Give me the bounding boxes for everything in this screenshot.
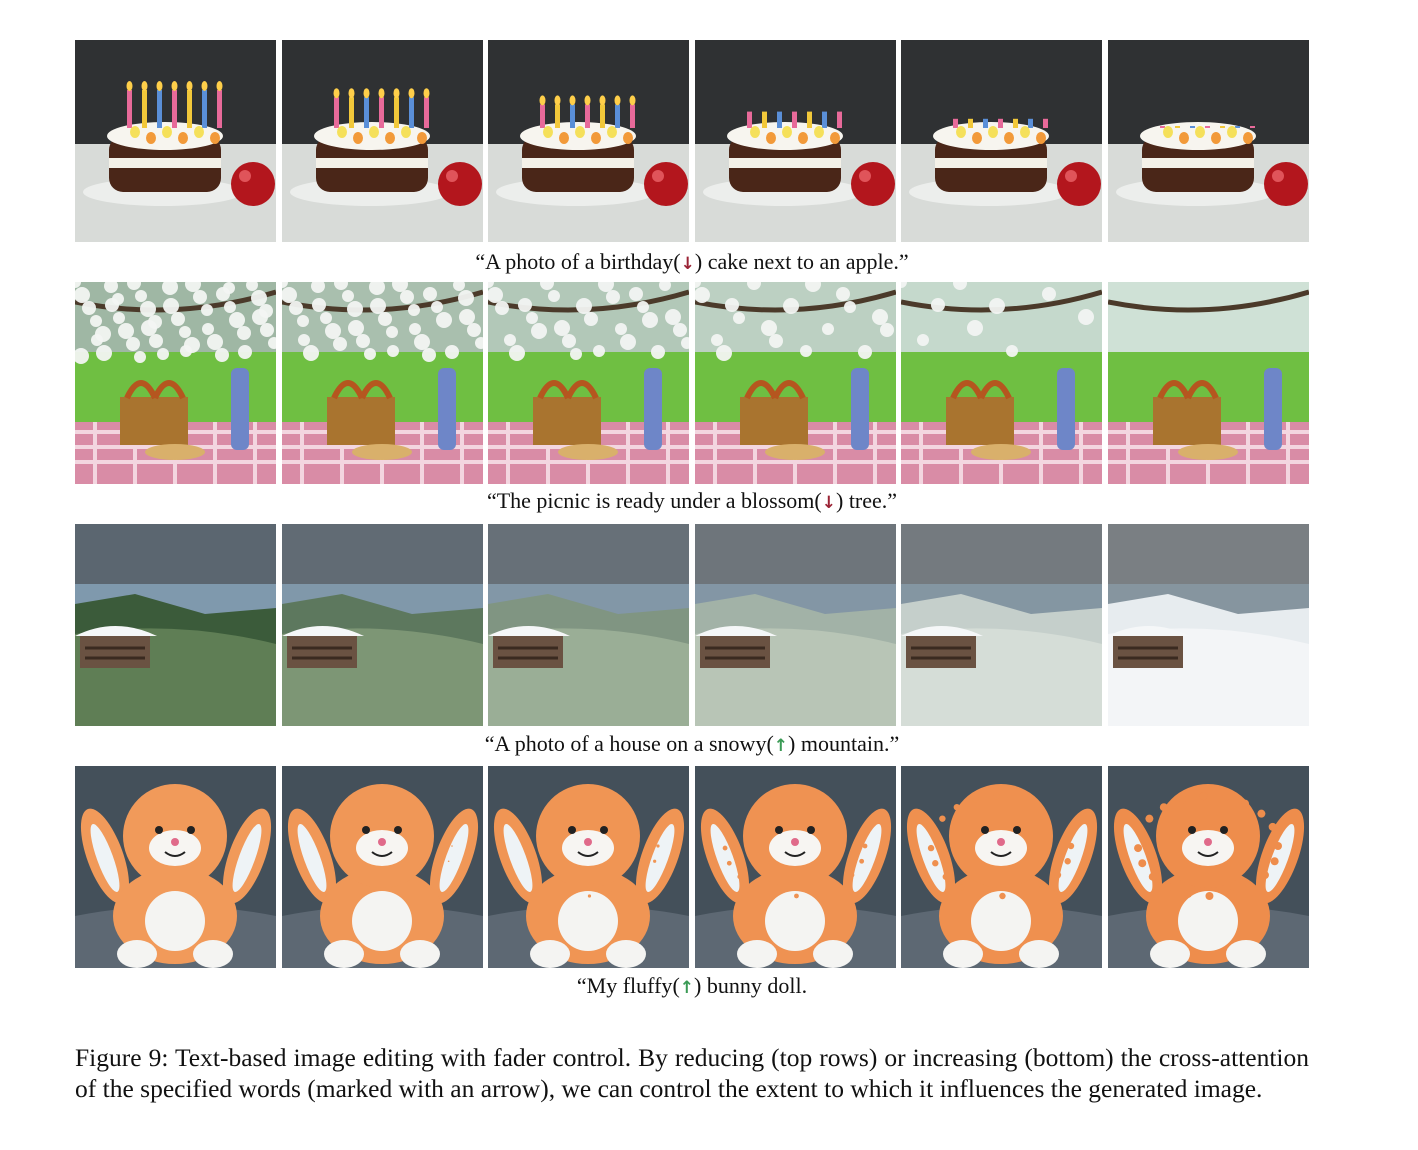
prompt-text-end: mountain.” bbox=[795, 731, 900, 756]
prompt-text-start: “The picnic is ready under a bbox=[486, 488, 742, 513]
thumbnail-snow-6 bbox=[1108, 524, 1309, 726]
thumbnail-picnic-2 bbox=[282, 282, 483, 484]
prompt-caption-bunny: “My fluffy(↑) bunny doll. bbox=[576, 973, 808, 998]
thumbnail-snow-2 bbox=[282, 524, 483, 726]
thumbnail-snow-4 bbox=[695, 524, 896, 726]
prompt-word: fluffy bbox=[622, 973, 673, 998]
thumbnail-picnic-6 bbox=[1108, 282, 1309, 484]
thumbnail-cake-3 bbox=[488, 40, 689, 242]
prompt-text-end: tree.” bbox=[843, 488, 898, 513]
thumbnail-cake-5 bbox=[901, 40, 1102, 242]
image-row-cake bbox=[75, 40, 1309, 242]
thumbnail-picnic-4 bbox=[695, 282, 896, 484]
thumbnail-picnic-3 bbox=[488, 282, 689, 484]
image-row-snow bbox=[75, 524, 1309, 726]
thumbnail-bunny-4 bbox=[695, 766, 896, 968]
thumbnail-bunny-2 bbox=[282, 766, 483, 968]
prompt-text-end: bunny doll. bbox=[701, 973, 808, 998]
arrow-down-icon: ↓ bbox=[680, 254, 695, 274]
prompt-text-end: cake next to an apple.” bbox=[702, 249, 909, 274]
thumbnail-cake-6 bbox=[1108, 40, 1309, 242]
image-row-picnic bbox=[75, 282, 1309, 484]
prompt-word: birthday bbox=[599, 249, 674, 274]
thumbnail-cake-4 bbox=[695, 40, 896, 242]
prompt-word: snowy bbox=[709, 731, 767, 756]
thumbnail-picnic-5 bbox=[901, 282, 1102, 484]
thumbnail-cake-1 bbox=[75, 40, 276, 242]
thumbnail-snow-3 bbox=[488, 524, 689, 726]
prompt-word: blossom bbox=[741, 488, 815, 513]
thumbnail-picnic-1 bbox=[75, 282, 276, 484]
prompt-caption-snow: “A photo of a house on a snowy(↑) mounta… bbox=[484, 731, 900, 756]
thumbnail-snow-1 bbox=[75, 524, 276, 726]
prompt-caption-picnic: “The picnic is ready under a blossom(↓) … bbox=[486, 488, 898, 513]
arrow-up-icon: ↑ bbox=[679, 978, 695, 998]
image-row-bunny bbox=[75, 766, 1309, 968]
figure-caption: Figure 9: Text-based image editing with … bbox=[75, 1043, 1309, 1103]
prompt-text-start: “A photo of a bbox=[475, 249, 600, 274]
thumbnail-bunny-6 bbox=[1108, 766, 1309, 968]
prompt-caption-cake: “A photo of a birthday(↓) cake next to a… bbox=[475, 249, 909, 274]
thumbnail-bunny-1 bbox=[75, 766, 276, 968]
thumbnail-snow-5 bbox=[901, 524, 1102, 726]
arrow-down-icon: ↓ bbox=[821, 493, 836, 513]
prompt-text-start: “A photo of a house on a bbox=[484, 731, 709, 756]
thumbnail-bunny-5 bbox=[901, 766, 1102, 968]
arrow-up-icon: ↑ bbox=[773, 736, 789, 756]
thumbnail-cake-2 bbox=[282, 40, 483, 242]
prompt-text-start: “My bbox=[576, 973, 623, 998]
thumbnail-bunny-3 bbox=[488, 766, 689, 968]
